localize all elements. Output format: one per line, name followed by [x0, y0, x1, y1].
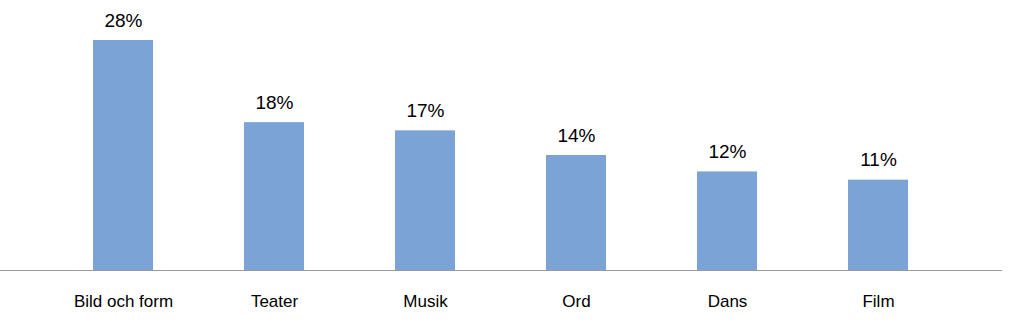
svg-text:28%: 28%: [104, 10, 142, 31]
svg-text:17%: 17%: [406, 100, 444, 121]
svg-text:14%: 14%: [557, 125, 595, 146]
svg-text:Ord: Ord: [562, 292, 590, 311]
svg-text:12%: 12%: [708, 141, 746, 162]
svg-text:Film: Film: [862, 292, 894, 311]
svg-text:11%: 11%: [860, 149, 897, 170]
svg-text:18%: 18%: [255, 92, 293, 113]
svg-text:Dans: Dans: [708, 292, 748, 311]
svg-text:Bild och form: Bild och form: [74, 292, 173, 311]
svg-text:Musik: Musik: [403, 292, 448, 311]
svg-text:Teater: Teater: [251, 292, 299, 311]
